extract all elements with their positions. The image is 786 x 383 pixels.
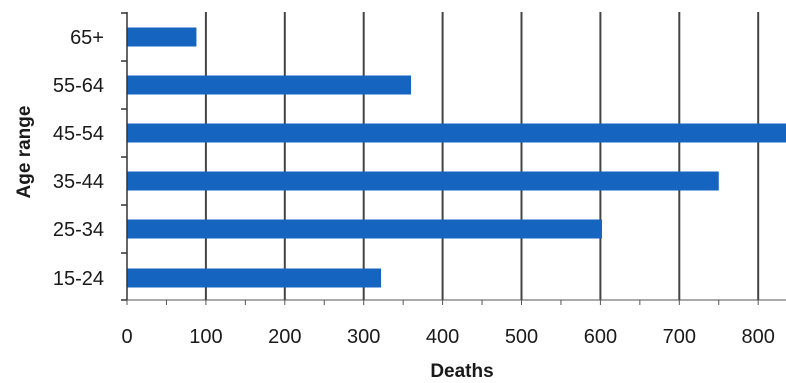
x-tick-label-200: 200	[268, 326, 301, 348]
x-tick-label-300: 300	[347, 326, 380, 348]
bar-15-24	[127, 268, 382, 288]
x-tick-label-500: 500	[505, 326, 538, 348]
y-tick-labels: 65+ 55-64 45-54 35-44 25-34 15-24	[53, 27, 104, 290]
y-tick-label-55-64: 55-64	[53, 75, 104, 97]
bar-25-34	[127, 219, 602, 239]
x-tick-label-700: 700	[663, 326, 696, 348]
axes	[121, 12, 786, 305]
x-tick-label-0: 0	[121, 326, 132, 348]
x-tick-label-800: 800	[742, 326, 775, 348]
x-axis-title: Deaths	[430, 361, 493, 382]
y-tick-label-45-54: 45-54	[53, 123, 104, 145]
x-tick-label-600: 600	[584, 326, 617, 348]
y-tick-label-35-44: 35-44	[53, 171, 104, 193]
y-tick-label-25-34: 25-34	[53, 219, 104, 241]
y-axis-title: Age range	[14, 106, 35, 199]
x-tick-label-100: 100	[189, 326, 222, 348]
bar-35-44	[127, 171, 719, 191]
bar-45-54	[127, 123, 786, 143]
bar-55-64	[127, 75, 412, 95]
y-tick-label-15-24: 15-24	[53, 268, 104, 290]
y-tick-label-65+: 65+	[70, 27, 104, 49]
x-tick-label-400: 400	[426, 326, 459, 348]
grid-lines	[204, 12, 760, 300]
bars	[127, 27, 786, 288]
x-tick-labels: 0 100 200 300 400 500 600 700 800	[121, 326, 774, 348]
bar-65+	[127, 27, 197, 47]
